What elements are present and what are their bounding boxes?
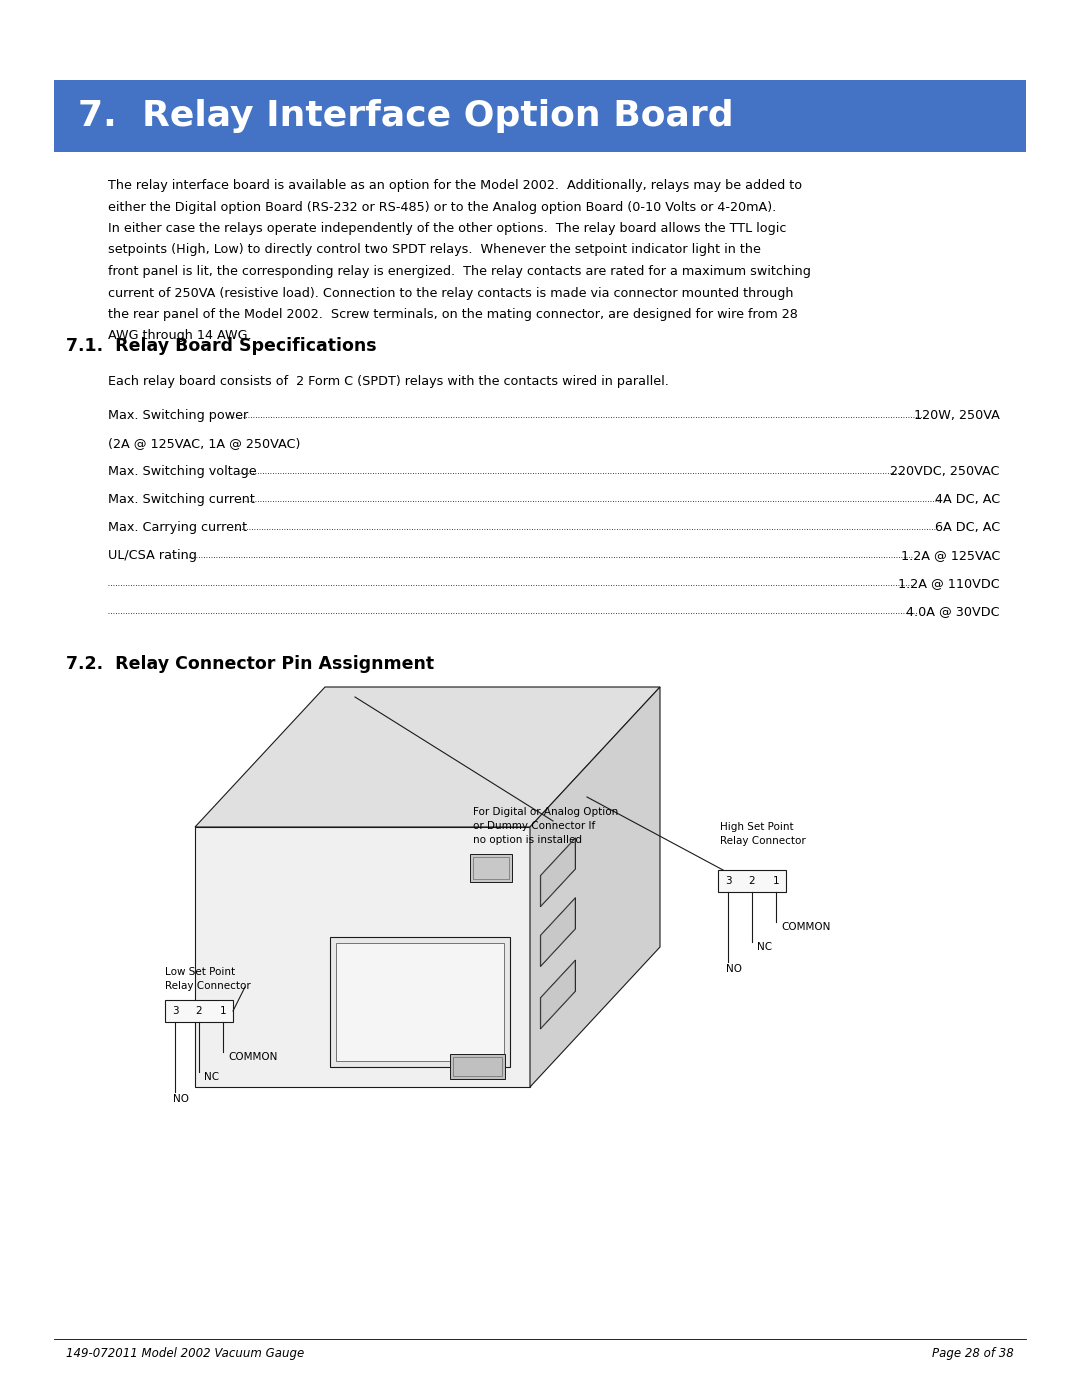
- Text: either the Digital option Board (RS-232 or RS-485) or to the Analog option Board: either the Digital option Board (RS-232 …: [108, 201, 777, 214]
- Text: 6A DC, AC: 6A DC, AC: [935, 521, 1000, 534]
- Text: The relay interface board is available as an option for the Model 2002.  Additio: The relay interface board is available a…: [108, 179, 802, 191]
- Text: Low Set Point: Low Set Point: [165, 967, 235, 977]
- Text: 220VDC, 250VAC: 220VDC, 250VAC: [891, 465, 1000, 478]
- Bar: [165, 1000, 233, 1023]
- Text: current of 250VA (resistive load). Connection to the relay contacts is made via : current of 250VA (resistive load). Conne…: [108, 286, 794, 299]
- Text: AWG through 14 AWG.: AWG through 14 AWG.: [108, 330, 252, 342]
- Text: 4.0A @ 30VDC: 4.0A @ 30VDC: [906, 605, 1000, 617]
- Bar: [470, 854, 512, 882]
- Text: setpoints (High, Low) to directly control two SPDT relays.  Whenever the setpoin: setpoints (High, Low) to directly contro…: [108, 243, 761, 257]
- Text: UL/CSA rating: UL/CSA rating: [108, 549, 197, 562]
- Text: Max. Carrying current: Max. Carrying current: [108, 521, 247, 534]
- Text: Max. Switching voltage: Max. Switching voltage: [108, 465, 257, 478]
- Text: 7.2.  Relay Connector Pin Assignment: 7.2. Relay Connector Pin Assignment: [66, 655, 434, 673]
- Text: 7.  Relay Interface Option Board: 7. Relay Interface Option Board: [78, 99, 733, 133]
- Text: 3: 3: [725, 876, 731, 886]
- Text: COMMON: COMMON: [781, 922, 831, 932]
- Polygon shape: [195, 827, 530, 1087]
- Bar: [450, 1053, 505, 1078]
- Text: (2A @ 125VAC, 1A @ 250VAC): (2A @ 125VAC, 1A @ 250VAC): [108, 437, 300, 450]
- Text: Each relay board consists of  2 Form C (SPDT) relays with the contacts wired in : Each relay board consists of 2 Form C (S…: [108, 374, 669, 388]
- Text: NO: NO: [173, 1094, 189, 1104]
- Bar: [336, 943, 504, 1060]
- Bar: [718, 870, 786, 893]
- Polygon shape: [540, 960, 576, 1030]
- Text: 4A DC, AC: 4A DC, AC: [935, 493, 1000, 506]
- Text: In either case the relays operate independently of the other options.  The relay: In either case the relays operate indepe…: [108, 222, 786, 235]
- Text: For Digital or Analog Option: For Digital or Analog Option: [473, 807, 618, 817]
- Text: NO: NO: [726, 964, 742, 974]
- Text: 120W, 250VA: 120W, 250VA: [914, 409, 1000, 422]
- Bar: [453, 1058, 502, 1076]
- Text: NC: NC: [204, 1071, 219, 1083]
- Text: 149-072011 Model 2002 Vacuum Gauge: 149-072011 Model 2002 Vacuum Gauge: [66, 1347, 305, 1361]
- Polygon shape: [540, 898, 576, 967]
- Bar: [54, 80, 1026, 152]
- Polygon shape: [195, 687, 660, 827]
- Polygon shape: [530, 687, 660, 1087]
- Text: Relay Connector: Relay Connector: [165, 981, 251, 990]
- Text: no option is installed: no option is installed: [473, 835, 582, 845]
- Text: 2: 2: [195, 1006, 202, 1016]
- Text: the rear panel of the Model 2002.  Screw terminals, on the mating connector, are: the rear panel of the Model 2002. Screw …: [108, 307, 798, 321]
- Text: High Set Point: High Set Point: [720, 821, 794, 833]
- Text: front panel is lit, the corresponding relay is energized.  The relay contacts ar: front panel is lit, the corresponding re…: [108, 265, 811, 278]
- Bar: [330, 937, 510, 1067]
- Text: 1: 1: [772, 876, 780, 886]
- Text: 3: 3: [172, 1006, 178, 1016]
- Text: 1: 1: [219, 1006, 227, 1016]
- Text: Max. Switching power: Max. Switching power: [108, 409, 248, 422]
- Text: NC: NC: [757, 942, 772, 951]
- Text: 1.2A @ 125VAC: 1.2A @ 125VAC: [901, 549, 1000, 562]
- Text: or Dummy Connector If: or Dummy Connector If: [473, 821, 595, 831]
- Text: Relay Connector: Relay Connector: [720, 835, 806, 847]
- Text: 7.1.  Relay Board Specifications: 7.1. Relay Board Specifications: [66, 337, 377, 355]
- Polygon shape: [540, 838, 576, 907]
- Text: 1.2A @ 110VDC: 1.2A @ 110VDC: [899, 577, 1000, 590]
- Text: Page 28 of 38: Page 28 of 38: [932, 1347, 1014, 1361]
- Bar: [473, 856, 509, 879]
- Text: 2: 2: [748, 876, 755, 886]
- Text: Max. Switching current: Max. Switching current: [108, 493, 255, 506]
- Text: COMMON: COMMON: [228, 1052, 278, 1062]
